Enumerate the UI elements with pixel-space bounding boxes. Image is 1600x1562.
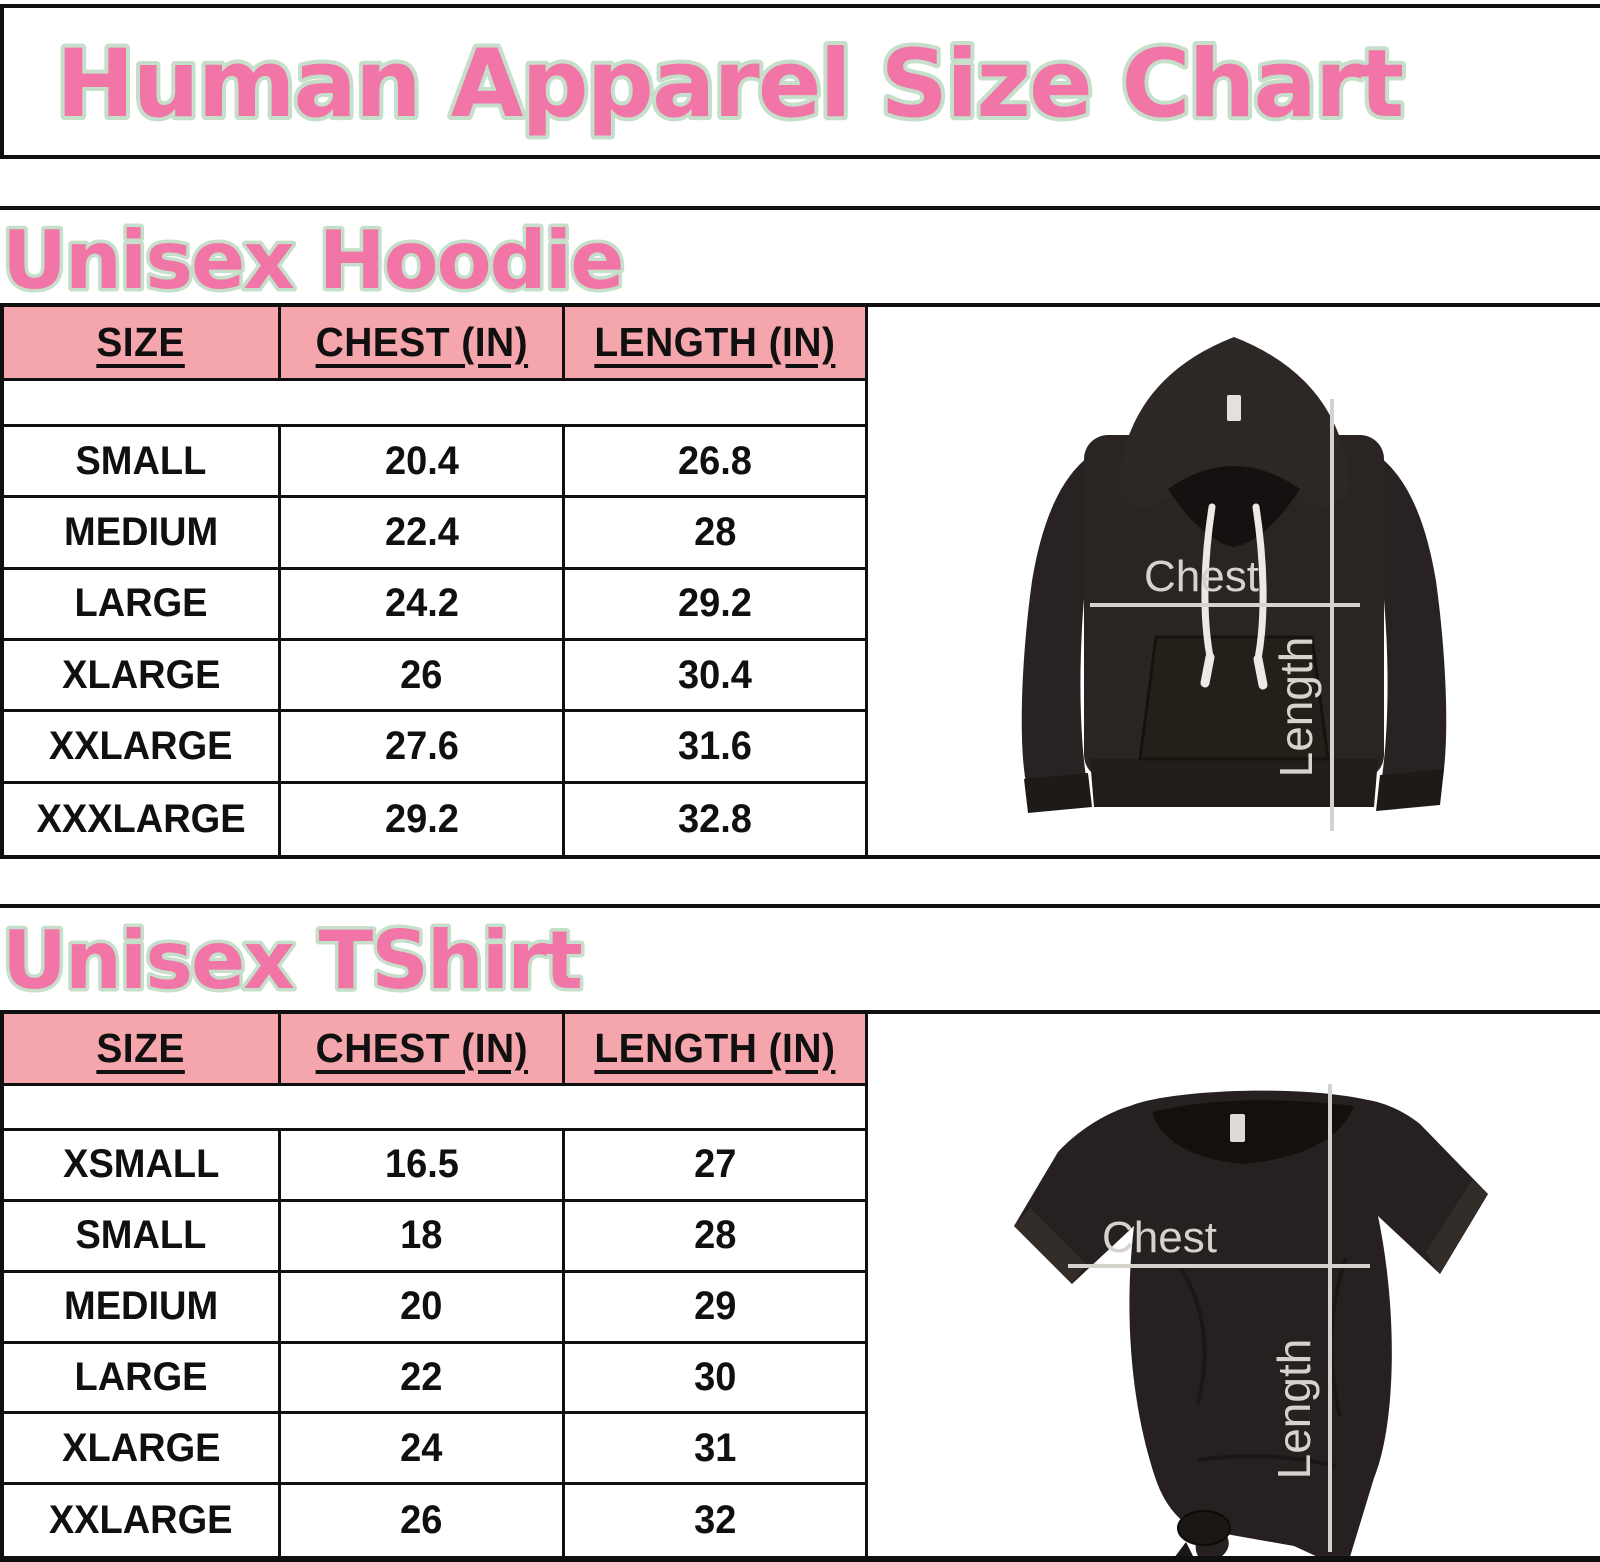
neck-tag xyxy=(1230,1114,1245,1142)
hoodie-section-bottom-border xyxy=(0,855,1600,859)
tshirt-section-heading: Unisex TShirt xyxy=(2,914,582,1007)
table-cell-chest: 20 xyxy=(281,1272,565,1344)
table-cell-size: MEDIUM xyxy=(4,498,281,570)
table-cell-chest: 29.2 xyxy=(281,783,565,855)
length-label: Length xyxy=(1270,637,1322,778)
shirt-knot xyxy=(1177,1510,1231,1546)
chest-label: Chest xyxy=(1144,552,1259,601)
divider-top xyxy=(0,4,1600,8)
table-cell-size: XLARGE xyxy=(4,641,281,713)
table-cell-chest: 20.4 xyxy=(281,427,565,499)
hoodie-section-heading: Unisex Hoodie xyxy=(2,214,622,304)
hoodie-size-table: SIZE CHEST (IN) LENGTH (IN) SMALL 20.4 2… xyxy=(0,307,868,855)
table-cell-chest: 26 xyxy=(281,641,565,713)
length-label: Length xyxy=(1268,1339,1320,1480)
table-cell-size: XLARGE xyxy=(4,1414,281,1486)
table-cell-length: 27 xyxy=(565,1131,865,1202)
table-cell-size: LARGE xyxy=(4,1343,281,1415)
table-cell-length: 26.8 xyxy=(565,427,865,499)
tshirt-size-table: SIZE CHEST (IN) LENGTH (IN) XSMALL 16.5 … xyxy=(0,1014,868,1556)
divider-above-hoodie-heading xyxy=(0,206,1600,210)
table-cell-length: 29 xyxy=(565,1273,865,1344)
table-cell-length: 28 xyxy=(565,498,865,570)
table-cell-size: SMALL xyxy=(4,1201,281,1273)
hoodie-col-header-chest: CHEST (IN) xyxy=(281,307,565,381)
table-cell-length: 32 xyxy=(693,1498,737,1543)
tshirt-col-header-chest: CHEST (IN) xyxy=(281,1014,565,1086)
hoodie-measurement-image: Chest Length xyxy=(1021,337,1447,831)
page-title: Human Apparel Size Chart xyxy=(56,30,1402,139)
divider-above-tshirt-heading xyxy=(0,904,1600,908)
table-cell-size: MEDIUM xyxy=(4,1272,281,1344)
table-cell-size: XXXLARGE xyxy=(4,783,281,855)
tshirt-section-top-border xyxy=(0,1010,1600,1014)
table-cell-chest: 18 xyxy=(281,1201,565,1273)
tshirt-heading-block: Unisex TShirt xyxy=(0,911,587,1009)
tshirt-col-header-length: LENGTH (IN) xyxy=(565,1014,865,1086)
title-left-border xyxy=(0,4,4,157)
table-cell-length: 29.2 xyxy=(565,570,865,641)
table-cell-chest: 16.5 xyxy=(281,1131,565,1202)
table-cell-length: 30 xyxy=(565,1344,865,1415)
divider-bottom xyxy=(0,1556,1600,1562)
neck-tag xyxy=(1227,395,1241,421)
table-cell-size: XXLARGE xyxy=(4,712,281,784)
hoodie-col-header-size: SIZE xyxy=(4,307,281,381)
table-cell-size: XSMALL xyxy=(4,1131,281,1202)
table-cell-length: 30.4 xyxy=(565,641,865,713)
table-cell-size: LARGE xyxy=(4,569,281,641)
table-cell-chest: 22.4 xyxy=(281,498,565,570)
hoodie-section-top-border xyxy=(0,303,1600,307)
table-cell-chest: 26 xyxy=(281,1485,565,1556)
table-cell-chest: 24.2 xyxy=(281,569,565,641)
tshirt-col-header-size: SIZE xyxy=(4,1014,281,1086)
hoodie-col-header-length: LENGTH (IN) xyxy=(565,307,865,381)
tshirt-illustration xyxy=(1014,1090,1488,1556)
table-cell-length: 32.8 xyxy=(678,796,752,841)
page-title-block: Human Apparel Size Chart xyxy=(52,26,1408,143)
divider-below-title xyxy=(0,155,1600,159)
table-cell-chest: 22 xyxy=(281,1343,565,1415)
table-cell-size: SMALL xyxy=(4,427,281,499)
hoodie-heading-block: Unisex Hoodie xyxy=(0,211,628,305)
table-cell-size: XXLARGE xyxy=(4,1485,281,1556)
table-cell-length: 31 xyxy=(565,1414,865,1486)
table-cell-length: 31.6 xyxy=(565,712,865,784)
chest-label: Chest xyxy=(1102,1213,1217,1262)
tshirt-table-spacer-row xyxy=(4,1086,865,1131)
hoodie-illustration xyxy=(1021,337,1447,813)
hoodie-table-spacer-row xyxy=(4,381,865,427)
tshirt-measurement-image: Chest Length xyxy=(1014,1084,1488,1556)
table-cell-length: 28 xyxy=(565,1202,865,1273)
table-cell-chest: 27.6 xyxy=(281,712,565,784)
table-cell-chest: 24 xyxy=(281,1414,565,1486)
